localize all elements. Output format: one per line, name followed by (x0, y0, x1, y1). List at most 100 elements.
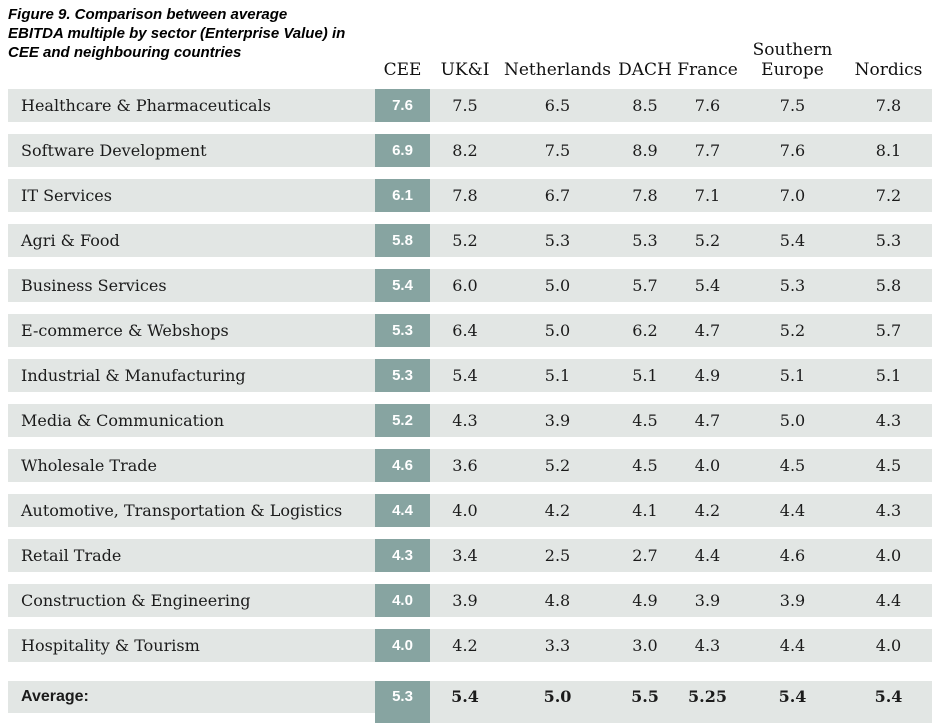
region-value: 2.7 (615, 539, 675, 572)
table-row: Automotive, Transportation & Logistics 4.… (8, 494, 932, 527)
region-value: 7.6 (740, 134, 845, 167)
region-value: 4.5 (615, 449, 675, 482)
region-value: 4.2 (500, 494, 615, 527)
table-body: Healthcare & Pharmaceuticals 7.6 7.5 6.5 8.5… (8, 89, 932, 674)
region-value: 4.3 (675, 629, 740, 662)
table-row: IT Services 6.1 7.8 6.7 7.8 7.1 7.0 7.2 (8, 179, 932, 212)
region-value: 4.3 (845, 494, 932, 527)
average-cee-value: 5.3 (375, 681, 430, 723)
average-region-value: 5.5 (615, 681, 675, 723)
region-value: 5.1 (615, 359, 675, 392)
region-value: 5.3 (500, 224, 615, 257)
sector-label: Wholesale Trade (8, 449, 375, 482)
region-value: 8.5 (615, 89, 675, 122)
region-value: 7.8 (845, 89, 932, 122)
region-value: 8.9 (615, 134, 675, 167)
region-value: 3.9 (430, 584, 500, 617)
table-row: Wholesale Trade 4.6 3.6 5.2 4.5 4.0 4.5 4.5 (8, 449, 932, 482)
column-header-uki: UK&I (440, 60, 490, 80)
region-value: 4.5 (845, 449, 932, 482)
region-value: 8.2 (430, 134, 500, 167)
region-value: 4.4 (740, 629, 845, 662)
column-header-france: France (677, 60, 738, 80)
region-value: 5.7 (845, 314, 932, 347)
sector-label: Automotive, Transportation & Logistics (8, 494, 375, 527)
cee-value: 4.6 (375, 449, 430, 482)
column-header-netherlands: Netherlands (503, 60, 612, 80)
cee-value: 4.0 (375, 584, 430, 617)
column-header-nordics: Nordics (854, 60, 923, 80)
region-value: 3.3 (500, 629, 615, 662)
region-value: 5.0 (500, 314, 615, 347)
sector-label: Agri & Food (8, 224, 375, 257)
region-value: 6.2 (615, 314, 675, 347)
average-region-value: 5.25 (675, 681, 740, 723)
region-value: 4.0 (845, 629, 932, 662)
region-value: 7.1 (675, 179, 740, 212)
region-value: 6.5 (500, 89, 615, 122)
region-value: 5.1 (500, 359, 615, 392)
region-value: 7.6 (675, 89, 740, 122)
sector-label: Industrial & Manufacturing (8, 359, 375, 392)
table-row: Media & Communication 5.2 4.3 3.9 4.5 4.7 5.0 4… (8, 404, 932, 437)
region-value: 5.4 (740, 224, 845, 257)
cee-value: 5.3 (375, 359, 430, 392)
table-row: Construction & Engineering 4.0 3.9 4.8 4.9 3.… (8, 584, 932, 617)
region-value: 5.0 (740, 404, 845, 437)
region-value: 8.1 (845, 134, 932, 167)
figure-caption: Figure 9. Comparison between average EBI… (8, 6, 346, 61)
sector-label: Construction & Engineering (8, 584, 375, 617)
region-value: 4.7 (675, 314, 740, 347)
average-region-value: 5.0 (500, 681, 615, 723)
cee-value: 5.2 (375, 404, 430, 437)
region-value: 4.7 (675, 404, 740, 437)
sector-label: Retail Trade (8, 539, 375, 572)
region-value: 4.3 (845, 404, 932, 437)
average-region-value: 5.4 (740, 681, 845, 723)
table-row: Hospitality & Tourism 4.0 4.2 3.3 3.0 4.3 4.4 4… (8, 629, 932, 662)
region-value: 7.8 (430, 179, 500, 212)
column-header-cee: CEE (383, 60, 422, 80)
region-value: 6.7 (500, 179, 615, 212)
region-value: 4.4 (740, 494, 845, 527)
region-value: 3.4 (430, 539, 500, 572)
sector-label: Hospitality & Tourism (8, 629, 375, 662)
region-value: 4.6 (740, 539, 845, 572)
region-value: 7.2 (845, 179, 932, 212)
cee-value: 5.3 (375, 314, 430, 347)
table-row: Agri & Food 5.8 5.2 5.3 5.3 5.2 5.4 5.3 (8, 224, 932, 257)
region-value: 5.2 (740, 314, 845, 347)
sector-label: IT Services (8, 179, 375, 212)
region-value: 4.9 (675, 359, 740, 392)
cee-value: 5.8 (375, 224, 430, 257)
region-value: 5.0 (500, 269, 615, 302)
region-value: 4.1 (615, 494, 675, 527)
region-value: 3.9 (500, 404, 615, 437)
region-value: 7.0 (740, 179, 845, 212)
header-spacer (8, 80, 375, 82)
region-value: 6.0 (430, 269, 500, 302)
region-value: 4.0 (845, 539, 932, 572)
region-value: 5.4 (675, 269, 740, 302)
region-value: 7.5 (740, 89, 845, 122)
column-header-dach: DACH (618, 60, 672, 80)
region-value: 5.1 (845, 359, 932, 392)
average-region-value: 5.4 (430, 681, 500, 723)
region-value: 6.4 (430, 314, 500, 347)
sector-label: Business Services (8, 269, 375, 302)
region-value: 5.2 (430, 224, 500, 257)
region-value: 4.9 (615, 584, 675, 617)
table-row: Industrial & Manufacturing 5.3 5.4 5.1 5.1 4.… (8, 359, 932, 392)
table-row: Healthcare & Pharmaceuticals 7.6 7.5 6.5 8.5… (8, 89, 932, 122)
region-value: 4.2 (675, 494, 740, 527)
region-value: 5.7 (615, 269, 675, 302)
cee-value: 4.0 (375, 629, 430, 662)
region-value: 7.5 (500, 134, 615, 167)
region-value: 4.0 (675, 449, 740, 482)
region-value: 4.3 (430, 404, 500, 437)
region-value: 3.9 (740, 584, 845, 617)
sector-label: E-commerce & Webshops (8, 314, 375, 347)
region-value: 3.6 (430, 449, 500, 482)
average-region-value: 5.4 (845, 681, 932, 723)
region-value: 2.5 (500, 539, 615, 572)
